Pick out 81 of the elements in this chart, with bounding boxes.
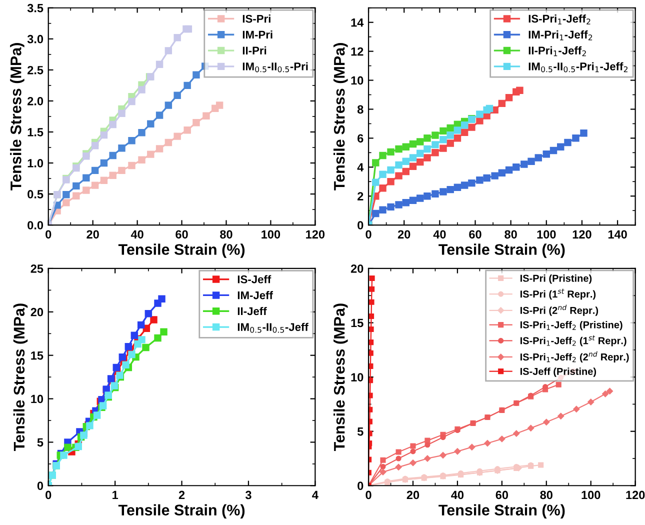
y-axis-title: Tensile Stress (MPa) [334, 43, 348, 190]
y-tick-label: 0.0 [28, 221, 44, 230]
x-tick-label: 100 [582, 490, 600, 500]
y-tick-label: 0 [358, 482, 364, 490]
legend-label: IM$_{0.5}$-II$_{0.5}$-Jeff [238, 322, 308, 333]
x-tick-label: 40 [130, 230, 144, 239]
y-tick-label: 8 [357, 105, 364, 114]
legend-label: IS-Pri$_{1}$-Jeff$_{2}$ (2$^{nd}$ Repr.) [520, 351, 629, 363]
legend-label: II-Jeff [238, 306, 267, 316]
x-tick-label: 0 [366, 490, 372, 500]
x-tick-label: 40 [433, 230, 446, 239]
y-tick-label: 0 [358, 221, 364, 230]
y-tick-label: 3.5 [27, 4, 44, 12]
y-tick-label: 4 [357, 163, 364, 172]
legend-label: IM$_{0.5}$-II$_{0.5}$-Pri$_{1}$-Jeff$_{2}$ [528, 62, 628, 72]
y-tick-label: 25 [30, 264, 44, 273]
y-axis-title: Tensile Stress (MPa) [334, 304, 348, 452]
x-tick-label: 40 [451, 490, 464, 500]
y-tick-label: 15 [351, 318, 364, 328]
x-tick-label: 1 [112, 490, 118, 500]
y-axis-title: Tensile Stress (MPa) [13, 304, 28, 452]
legend-label: IS-Pri (2$^{nd}$ Repr.) [520, 304, 598, 316]
x-tick-label: 120 [626, 490, 645, 500]
y-tick-label: 1.0 [28, 159, 44, 168]
x-axis-title: Tensile Strain (%) [438, 504, 565, 519]
x-tick-label: 80 [504, 230, 517, 239]
x-tick-label: 0 [46, 230, 52, 239]
legend-label: IM-Jeff [238, 291, 273, 300]
x-tick-label: 100 [262, 230, 280, 239]
y-tick-label: 2.0 [28, 96, 44, 106]
x-tick-label: 60 [176, 230, 188, 239]
y-tick-label: 0 [37, 482, 44, 490]
legend-label: IS-Pri$_{1}$-Jeff$_{2}$ (Pristine) [520, 320, 622, 330]
legend-label: IS-Jeff [238, 275, 272, 284]
x-tick-label: 2 [178, 490, 185, 500]
y-tick-label: 20 [30, 308, 44, 316]
y-tick-label: 10 [31, 394, 44, 404]
y-tick-label: 6 [358, 134, 364, 143]
y-tick-label: 10 [351, 373, 364, 382]
y-tick-label: 2 [358, 192, 364, 200]
legend-label: II-Pri [242, 46, 266, 54]
legend-label: IM-Pri [242, 30, 272, 39]
x-axis-title: Tensile Strain (%) [118, 504, 245, 519]
legend-label: IS-Jeff (Pristine) [520, 368, 596, 377]
y-tick-label: 1.5 [28, 128, 44, 136]
y-axis-title: Tensile Stress (MPa) [10, 43, 24, 190]
legend-label: IS-Pri [242, 14, 270, 23]
x-tick-label: 120 [306, 230, 325, 239]
x-tick-label: 0 [46, 490, 52, 500]
x-tick-label: 140 [608, 230, 627, 239]
x-tick-label: 120 [572, 230, 592, 239]
y-tick-label: 0.5 [28, 190, 44, 198]
y-tick-label: 14 [351, 18, 364, 27]
x-axis-title: Tensile Strain (%) [118, 244, 245, 258]
y-tick-label: 3.0 [27, 34, 44, 44]
y-tick-label: 15 [31, 351, 44, 360]
y-tick-label: 2.5 [28, 66, 44, 74]
y-tick-label: 12 [351, 47, 364, 56]
legend-label: II-Pri$_{1}$-Jeff$_{2}$ [528, 46, 586, 56]
x-axis-title: Tensile Strain (%) [438, 244, 565, 258]
x-tick-label: 0 [366, 230, 372, 239]
legend-label: IM$_{0.5}$-II$_{0.5}$-Pri [242, 62, 308, 72]
x-tick-label: 20 [86, 230, 99, 239]
y-tick-label: 20 [350, 264, 364, 273]
legend-label: IS-Pri (Pristine) [520, 274, 592, 284]
y-tick-label: 10 [351, 76, 364, 85]
legend-label: IS-Pri$_{1}$-Jeff$_{2}$ [528, 14, 590, 24]
x-tick-label: 4 [312, 490, 318, 500]
y-tick-label: 5 [37, 438, 44, 447]
x-tick-label: 60 [496, 490, 508, 500]
x-tick-label: 80 [220, 230, 232, 239]
x-tick-label: 3 [245, 490, 252, 500]
x-tick-label: 100 [537, 230, 556, 239]
x-tick-label: 20 [406, 490, 420, 500]
y-tick-label: 5 [357, 427, 364, 436]
x-tick-label: 20 [398, 230, 410, 239]
legend-label: IM-Pri$_{1}$-Jeff$_{2}$ [528, 30, 592, 40]
legend-label: IS-Pri (1$^{st}$ Repr.) [520, 288, 596, 300]
x-tick-label: 60 [469, 230, 482, 239]
legend-label: IS-Pri$_{1}$-Jeff$_{2}$ (1$^{st}$ Repr.) [520, 335, 626, 346]
x-tick-label: 80 [540, 490, 552, 500]
